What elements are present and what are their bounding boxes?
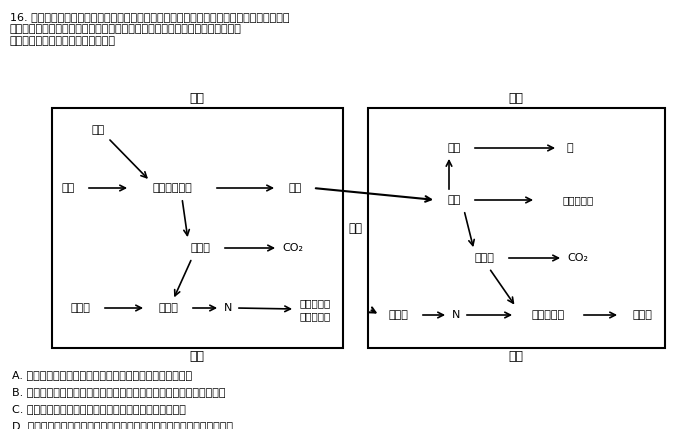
Text: 淀粉: 淀粉 [62, 183, 75, 193]
Text: A. 图中糖类产生的有机酸包括丙酮酸等呼吸作用的中间产物: A. 图中糖类产生的有机酸包括丙酮酸等呼吸作用的中间产物 [12, 370, 192, 380]
Bar [52, 108, 343, 348]
Text: 糖类: 糖类 [447, 195, 461, 205]
Text: D. 种子中物质的分解及幼苗期物质的重建过程中都会进行有机物间的转化: D. 种子中物质的分解及幼苗期物质的重建过程中都会进行有机物间的转化 [12, 421, 233, 429]
Text: 重建: 重建 [508, 350, 524, 363]
Text: 酰胺等: 酰胺等 [388, 310, 408, 320]
Text: 运输: 运输 [348, 221, 362, 235]
Text: 子叶中以分解分化合物并运输到胚和胚芽中被利用。如图表示幼苗发芽有机物的: 子叶中以分解分化合物并运输到胚和胚芽中被利用。如图表示幼苗发芽有机物的 [10, 24, 242, 34]
Text: N: N [452, 310, 460, 320]
Text: 脂肪: 脂肪 [92, 125, 105, 135]
Text: 细胞壁物质: 细胞壁物质 [562, 195, 594, 205]
Text: CO₂: CO₂ [283, 243, 304, 253]
Text: 分解: 分解 [190, 350, 204, 363]
Text: 转化及运输过程。下列说法正确的是: 转化及运输过程。下列说法正确的是 [10, 36, 116, 46]
Text: 种子: 种子 [190, 91, 204, 105]
Text: 氨基酸: 氨基酸 [158, 303, 178, 313]
Text: 蛋白质: 蛋白质 [70, 303, 90, 313]
Text: B. 种子中脂肪能转化为糖类，幼苗中糖类再重新转化成脂肪构成膜结构: B. 种子中脂肪能转化为糖类，幼苗中糖类再重新转化成脂肪构成膜结构 [12, 387, 225, 397]
Text: 幼苗: 幼苗 [508, 91, 524, 105]
Bar [368, 108, 665, 348]
Text: CO₂: CO₂ [568, 253, 589, 263]
Text: 葡萄糖等糖类: 葡萄糖等糖类 [152, 183, 192, 193]
Text: 蔗糖: 蔗糖 [288, 183, 302, 193]
Text: 有机酸: 有机酸 [190, 243, 210, 253]
Text: 新的氨基酸: 新的氨基酸 [531, 310, 565, 320]
Text: 有机酸: 有机酸 [474, 253, 494, 263]
Text: N: N [224, 303, 232, 313]
Text: 运输化合物: 运输化合物 [299, 311, 330, 321]
Text: C. 种子中蛋白质的种类与幼苗期蛋白质的种类会存在差异: C. 种子中蛋白质的种类与幼苗期蛋白质的种类会存在差异 [12, 404, 186, 414]
Text: 酰胺等氨素: 酰胺等氨素 [299, 298, 330, 308]
Text: 16. 幼苗在依靠自己的光合产物生存之前，依赖于种子中贮藏的有机物。这些有机物在胚乳或: 16. 幼苗在依靠自己的光合产物生存之前，依赖于种子中贮藏的有机物。这些有机物在… [10, 12, 290, 22]
Text: 蛋白质: 蛋白质 [632, 310, 652, 320]
Text: 脂质: 脂质 [447, 143, 461, 153]
Text: 膜: 膜 [567, 143, 573, 153]
